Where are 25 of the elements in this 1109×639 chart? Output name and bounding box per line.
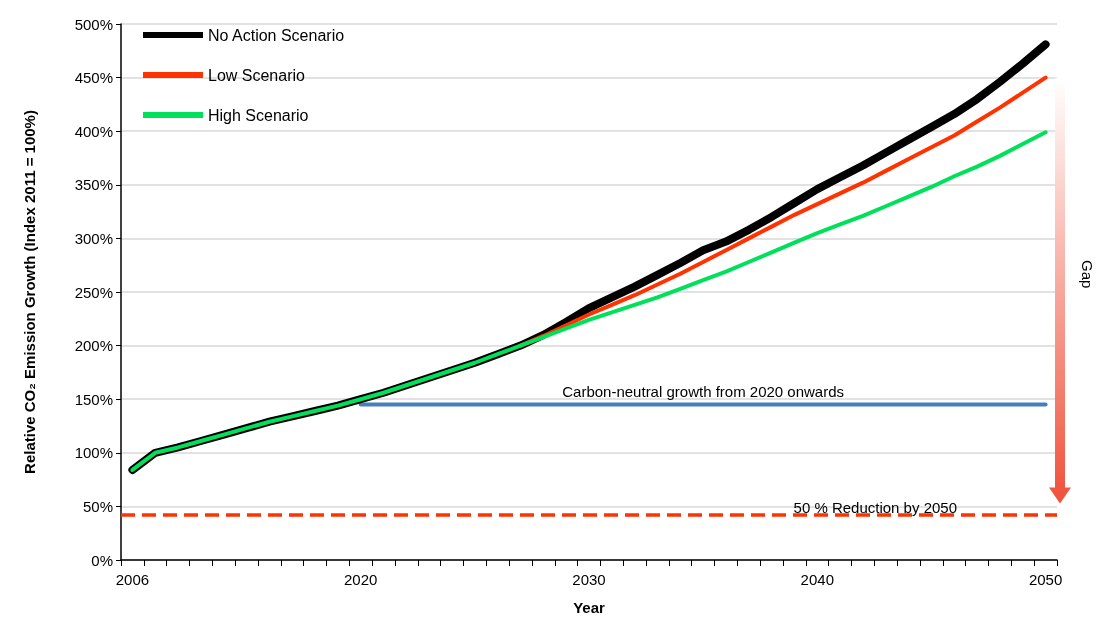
x-tick-label: 2020 [344,571,378,588]
y-axis-title: Relative CO₂ Emission Growth (Index 2011 = 100%) [21,110,38,474]
y-tick-label: 150% [74,390,113,408]
y-tick-label: 200% [74,337,113,355]
y-tick-label: 0% [91,551,113,569]
line-series [130,130,1048,472]
ref-line-label: 50 % Reduction by 2050 [793,498,957,516]
legend-label: Low Scenario [208,66,306,84]
y-tick-label: 400% [74,122,113,140]
y-tick-label: 350% [74,176,113,194]
y-tick-label: 250% [74,283,113,301]
x-tick-label: 2040 [800,571,834,588]
x-tick-label: 2050 [1028,571,1063,588]
legend-label: No Action Scenario [208,26,345,44]
y-tick-label: 500% [74,15,113,33]
series-label: Carbon-neutral growth from 2020 onwards [562,382,845,400]
x-tick-label: 2030 [572,571,606,588]
legend-label: High Scenario [208,106,309,124]
text: Gap [1078,260,1096,289]
y-tick-label: 100% [74,444,113,462]
x-tick-label: 2006 [115,571,150,588]
x-axis-title: Year [573,599,606,616]
y-tick-label: 300% [74,229,113,247]
y-tick-label: 50% [82,497,113,515]
y-tick-label: 450% [74,69,113,87]
